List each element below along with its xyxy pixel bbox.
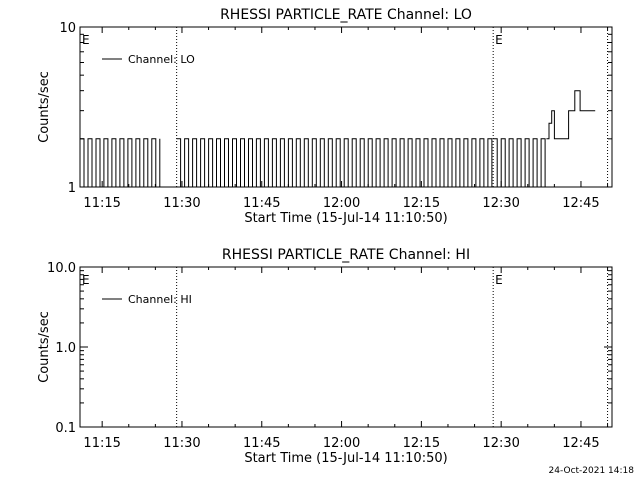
footer-timestamp: 24-Oct-2021 14:18 <box>548 466 634 476</box>
x-tick-label: 12:00 <box>323 436 360 451</box>
chart-title: RHESSI PARTICLE_RATE Channel: HI <box>222 247 470 263</box>
chart-title: RHESSI PARTICLE_RATE Channel: LO <box>220 7 472 23</box>
y-tick-label: 0.1 <box>55 421 76 436</box>
legend-label: Channel: HI <box>128 293 192 306</box>
y-tick-label: 1 <box>68 181 76 196</box>
marker-label: E <box>495 33 503 47</box>
x-tick-label: 11:45 <box>243 436 280 451</box>
y-axis-label: Counts/sec <box>37 71 52 143</box>
x-tick-label: 11:15 <box>83 436 120 451</box>
chart-panel-2: RHESSI PARTICLE_RATE Channel: HI 11:15 11:… <box>37 247 613 466</box>
x-tick-label: 12:45 <box>562 436 599 451</box>
chart-panel-1: RHESSI PARTICLE_RATE Channel: LO 11:15 11:… <box>37 7 613 226</box>
x-tick-label: 11:30 <box>163 196 200 211</box>
series-line <box>80 138 161 188</box>
marker-label: E <box>82 33 90 47</box>
series-line <box>546 90 596 140</box>
marker-label: E <box>82 273 90 287</box>
plot-frame <box>79 266 613 428</box>
x-tick-label: 12:15 <box>403 196 440 211</box>
x-tick-label: 12:45 <box>562 196 599 211</box>
y-tick-label: 10.0 <box>47 261 76 276</box>
y-tick-label: 10 <box>59 21 76 36</box>
x-tick-label: 11:15 <box>83 196 120 211</box>
y-axis-label: Counts/sec <box>37 311 52 383</box>
marker-label: E <box>495 273 503 287</box>
x-tick-label: 12:30 <box>482 196 519 211</box>
x-tick-label: 11:30 <box>163 436 200 451</box>
y-tick-label: 1.0 <box>55 341 76 356</box>
x-tick-label: 12:30 <box>482 436 519 451</box>
legend-label: Channel: LO <box>128 53 195 66</box>
x-axis-label: Start Time (15-Jul-14 11:10:50) <box>244 451 447 466</box>
x-tick-label: 11:45 <box>243 196 280 211</box>
series-line <box>176 138 493 188</box>
series-line <box>493 138 546 188</box>
plot-frame <box>79 26 613 188</box>
x-tick-label: 12:00 <box>323 196 360 211</box>
x-axis-label: Start Time (15-Jul-14 11:10:50) <box>244 211 447 226</box>
x-tick-label: 12:15 <box>403 436 440 451</box>
